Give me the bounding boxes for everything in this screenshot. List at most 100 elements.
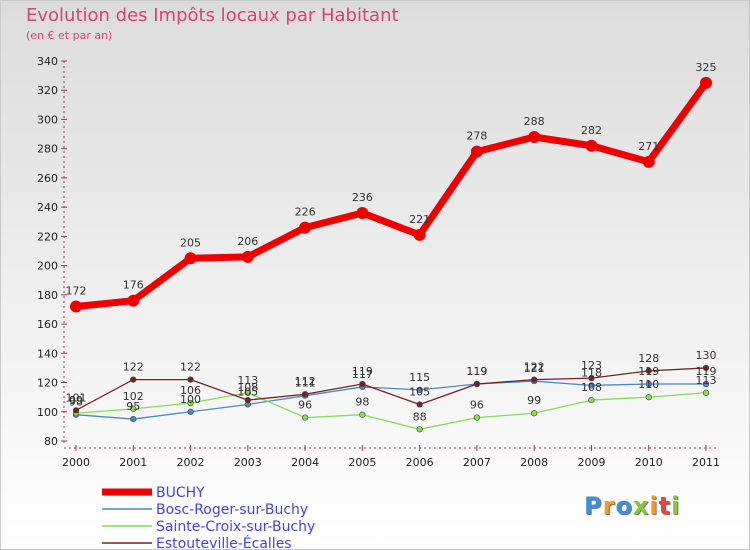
series-line bbox=[75, 392, 707, 430]
data-label: 111 bbox=[295, 377, 316, 390]
data-point bbox=[700, 76, 712, 89]
data-point bbox=[241, 250, 254, 263]
data-label: 101 bbox=[66, 391, 87, 404]
x-tick-label: 2003 bbox=[234, 456, 262, 469]
data-label: 130 bbox=[696, 349, 717, 362]
data-point bbox=[588, 382, 595, 389]
data-point bbox=[645, 367, 652, 374]
y-tick-label: 100 bbox=[37, 406, 58, 419]
data-label: 105 bbox=[237, 385, 258, 398]
data-label: 96 bbox=[298, 399, 312, 412]
data-point bbox=[187, 408, 194, 415]
series-line bbox=[75, 367, 707, 411]
y-tick-label: 280 bbox=[37, 143, 58, 156]
data-point bbox=[531, 376, 538, 383]
legend-label: Bosc-Roger-sur-Buchy bbox=[156, 502, 308, 518]
data-label: 106 bbox=[180, 384, 201, 397]
data-label: 112 bbox=[295, 375, 316, 388]
data-point bbox=[528, 131, 541, 143]
data-label: 119 bbox=[466, 365, 487, 378]
data-point bbox=[127, 294, 140, 307]
data-point bbox=[244, 396, 251, 404]
x-tick-label: 2004 bbox=[291, 456, 319, 469]
data-label: 288 bbox=[524, 115, 545, 128]
logo-letter: i bbox=[649, 492, 659, 520]
data-point bbox=[413, 228, 426, 241]
data-point bbox=[470, 145, 483, 158]
x-tick-label: 2007 bbox=[463, 456, 491, 469]
data-point bbox=[702, 364, 710, 372]
logo-letter: r bbox=[602, 492, 616, 520]
data-label: 117 bbox=[352, 368, 373, 381]
data-point bbox=[72, 407, 80, 414]
y-tick-label: 220 bbox=[37, 230, 58, 243]
data-label: 128 bbox=[638, 352, 659, 365]
data-point bbox=[359, 411, 366, 418]
y-tick-label: 160 bbox=[37, 318, 58, 331]
data-label: 98 bbox=[355, 396, 369, 409]
y-tick-label: 140 bbox=[37, 347, 58, 360]
logo-letter: t bbox=[658, 492, 672, 520]
legend-label: BUCHY bbox=[156, 485, 205, 501]
data-label: 118 bbox=[581, 366, 602, 379]
x-tick-label: 2011 bbox=[692, 456, 720, 469]
data-point bbox=[187, 376, 194, 383]
data-label: 176 bbox=[123, 279, 144, 292]
data-label: 99 bbox=[527, 394, 541, 407]
data-label: 271 bbox=[638, 140, 659, 153]
data-label: 119 bbox=[696, 365, 717, 378]
data-point bbox=[356, 207, 369, 219]
data-point bbox=[359, 380, 366, 388]
x-tick-label: 2000 bbox=[62, 456, 90, 469]
x-tick-label: 2010 bbox=[635, 456, 663, 469]
data-label: 282 bbox=[581, 124, 602, 137]
data-label: 122 bbox=[123, 361, 144, 374]
y-tick-label: 340 bbox=[37, 55, 58, 68]
data-point bbox=[702, 389, 710, 396]
data-label: 99 bbox=[69, 394, 83, 407]
data-point bbox=[184, 252, 197, 265]
y-tick-label: 320 bbox=[37, 84, 58, 97]
data-label: 96 bbox=[470, 399, 484, 412]
data-label: 278 bbox=[466, 130, 487, 143]
data-label: 110 bbox=[638, 378, 659, 391]
data-point bbox=[301, 391, 309, 398]
data-label: 113 bbox=[237, 374, 258, 387]
data-point bbox=[130, 376, 137, 383]
data-label: 205 bbox=[180, 236, 201, 249]
data-point bbox=[416, 426, 423, 433]
series-line bbox=[72, 79, 710, 311]
data-point bbox=[531, 410, 538, 417]
y-tick-label: 240 bbox=[37, 201, 58, 214]
y-tick-label: 260 bbox=[37, 172, 58, 185]
logo-letter: P bbox=[584, 492, 603, 520]
data-point bbox=[130, 415, 137, 423]
data-label: 95 bbox=[126, 400, 140, 413]
data-label: 122 bbox=[524, 361, 545, 374]
data-label: 108 bbox=[581, 381, 602, 394]
data-point bbox=[588, 375, 595, 382]
chart-title: Evolution des Impôts locaux par Habitant bbox=[26, 5, 399, 26]
data-label: 121 bbox=[524, 362, 545, 375]
legend-label: Sainte-Croix-sur-Buchy bbox=[156, 519, 315, 535]
y-tick-label: 300 bbox=[37, 113, 58, 126]
x-tick-label: 2002 bbox=[177, 456, 205, 469]
data-point bbox=[588, 396, 595, 404]
data-point bbox=[642, 155, 655, 168]
y-tick-label: 200 bbox=[37, 260, 58, 273]
data-point bbox=[416, 401, 423, 408]
data-label: 221 bbox=[409, 213, 430, 226]
data-label: 88 bbox=[413, 410, 427, 423]
data-point bbox=[301, 414, 309, 421]
data-label: 325 bbox=[696, 61, 717, 74]
data-label: 122 bbox=[180, 361, 201, 374]
data-point bbox=[473, 380, 481, 388]
data-label: 119 bbox=[352, 365, 373, 378]
data-point bbox=[645, 394, 652, 401]
data-label: 236 bbox=[352, 191, 373, 204]
data-label: 113 bbox=[696, 374, 717, 387]
data-label: 105 bbox=[409, 385, 430, 398]
logo-letter: x bbox=[632, 492, 650, 520]
y-tick-label: 120 bbox=[37, 377, 58, 390]
y-tick-label: 180 bbox=[37, 289, 58, 302]
